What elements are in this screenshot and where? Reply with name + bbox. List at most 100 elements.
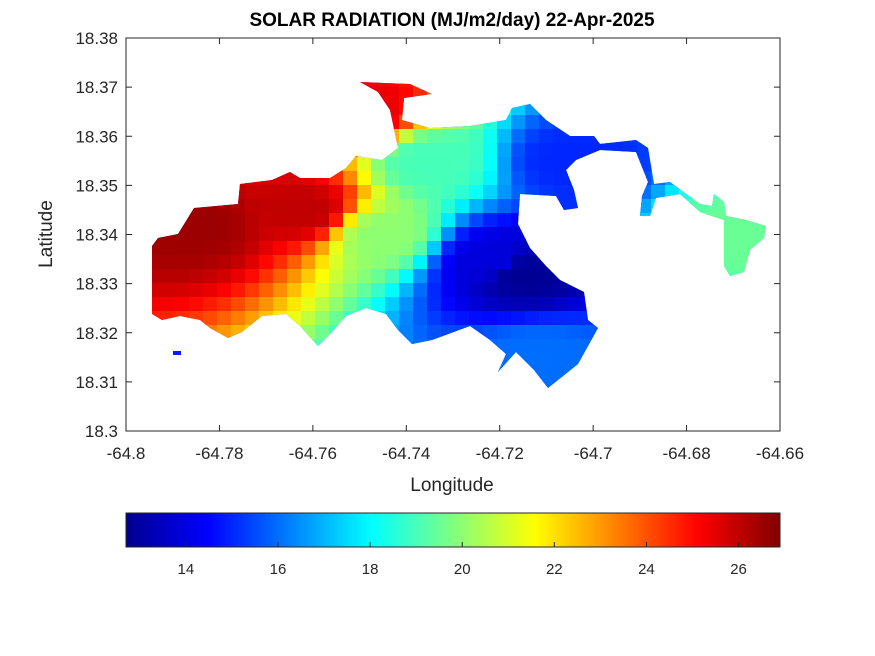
heatmap-cell bbox=[413, 241, 428, 256]
heatmap-cell bbox=[427, 311, 442, 326]
heatmap-cell bbox=[343, 269, 358, 284]
heatmap-cell bbox=[385, 82, 400, 88]
heatmap-cell bbox=[455, 241, 470, 256]
heatmap-cell bbox=[721, 255, 736, 270]
heatmap-cell bbox=[273, 241, 288, 256]
heatmap-cell bbox=[413, 213, 428, 228]
heatmap-cell bbox=[483, 143, 498, 158]
heatmap-cell bbox=[553, 353, 568, 368]
x-tick-label: -64.66 bbox=[756, 444, 804, 463]
heatmap-cell bbox=[385, 157, 400, 172]
heatmap-cell bbox=[441, 157, 456, 172]
heatmap-cell bbox=[245, 199, 260, 214]
heatmap-cell bbox=[469, 143, 484, 158]
heatmap-cell bbox=[497, 157, 512, 172]
heatmap-cell bbox=[427, 143, 442, 158]
y-tick-label: 18.33 bbox=[75, 275, 118, 294]
heatmap-cell bbox=[217, 241, 232, 256]
heatmap-cell bbox=[385, 213, 400, 228]
heatmap-cell bbox=[469, 297, 484, 312]
heatmap-cell bbox=[441, 213, 456, 228]
heatmap-cell bbox=[259, 297, 274, 312]
colorbar-tick-label: 14 bbox=[178, 561, 195, 578]
heatmap-cell bbox=[441, 171, 456, 186]
heatmap-cell bbox=[497, 241, 512, 256]
heatmap-cell bbox=[469, 311, 484, 326]
heatmap-cell bbox=[441, 129, 456, 144]
heatmap-cell bbox=[399, 129, 414, 144]
heatmap-cell bbox=[525, 255, 540, 270]
heatmap-cell bbox=[553, 157, 568, 172]
heatmap-cell bbox=[455, 227, 470, 242]
heatmap-cell bbox=[511, 157, 526, 172]
heatmap-cell bbox=[399, 199, 414, 214]
heatmap-cell bbox=[357, 255, 372, 270]
heatmap-cell bbox=[427, 199, 442, 214]
heatmap-cell bbox=[385, 171, 400, 186]
heatmap-cell bbox=[273, 227, 288, 242]
heatmap-cell bbox=[427, 325, 442, 340]
heatmap-cell bbox=[749, 227, 764, 242]
x-tick-label: -64.76 bbox=[289, 444, 337, 463]
heatmap-cell bbox=[329, 227, 344, 242]
heatmap-cell bbox=[203, 241, 218, 256]
heatmap-cell bbox=[399, 227, 414, 242]
y-tick-label: 18.34 bbox=[75, 226, 118, 245]
heatmap-cell bbox=[539, 171, 554, 186]
heatmap-cell bbox=[329, 199, 344, 214]
heatmap-cell bbox=[315, 269, 330, 284]
heatmap-cell bbox=[539, 297, 554, 312]
heatmap-cell bbox=[399, 255, 414, 270]
heatmap-cell bbox=[203, 227, 218, 242]
heatmap-cell bbox=[343, 199, 358, 214]
heatmap-cell bbox=[483, 269, 498, 284]
heatmap-cell bbox=[525, 115, 540, 130]
heatmap-cell bbox=[483, 241, 498, 256]
heatmap-cell bbox=[301, 199, 316, 214]
heatmap-cell bbox=[385, 227, 400, 242]
y-axis-label: Latitude bbox=[36, 200, 57, 268]
heatmap-cell bbox=[287, 283, 302, 298]
heatmap-cell bbox=[441, 283, 456, 298]
heatmap-cell bbox=[189, 269, 204, 284]
heatmap-cell bbox=[231, 241, 246, 256]
heatmap-cell bbox=[399, 241, 414, 256]
heatmap-cell bbox=[329, 213, 344, 228]
heatmap-cell bbox=[273, 185, 288, 200]
heatmap-cell bbox=[497, 311, 512, 326]
heatmap-cell bbox=[287, 227, 302, 242]
heatmap-cell bbox=[189, 255, 204, 270]
heatmap-cell bbox=[161, 269, 176, 284]
colorbar bbox=[125, 512, 781, 548]
heatmap-cell bbox=[441, 241, 456, 256]
heatmap-islet bbox=[173, 351, 181, 355]
heatmap-cell bbox=[525, 157, 540, 172]
heatmap-cell bbox=[371, 227, 386, 242]
colorbar-tick-label: 26 bbox=[730, 561, 747, 578]
heatmap-cell bbox=[175, 241, 190, 256]
heatmap-cell bbox=[301, 255, 316, 270]
heatmap-cell bbox=[427, 269, 442, 284]
y-tick-label: 18.38 bbox=[75, 29, 118, 48]
heatmap-cell bbox=[483, 213, 498, 228]
heatmap-cell bbox=[567, 339, 582, 354]
heatmap-cell bbox=[371, 157, 386, 172]
heatmap-cell bbox=[399, 269, 414, 284]
heatmap-cell bbox=[217, 213, 232, 228]
heatmap-cell bbox=[413, 283, 428, 298]
heatmap-cell bbox=[525, 171, 540, 186]
heatmap-cell bbox=[315, 199, 330, 214]
heatmap-cell bbox=[203, 213, 218, 228]
heatmap-cell bbox=[413, 129, 428, 144]
heatmap-cell bbox=[152, 269, 162, 284]
heatmap-cell bbox=[329, 297, 344, 312]
heatmap-cell bbox=[483, 171, 498, 186]
heatmap-cell bbox=[511, 171, 526, 186]
heatmap-cell bbox=[273, 255, 288, 270]
heatmap-cell bbox=[371, 241, 386, 256]
heatmap-cell bbox=[287, 241, 302, 256]
heatmap-cell bbox=[413, 311, 428, 326]
heatmap-cell bbox=[231, 311, 246, 326]
heatmap-cell bbox=[343, 297, 358, 312]
heatmap-cell bbox=[413, 255, 428, 270]
